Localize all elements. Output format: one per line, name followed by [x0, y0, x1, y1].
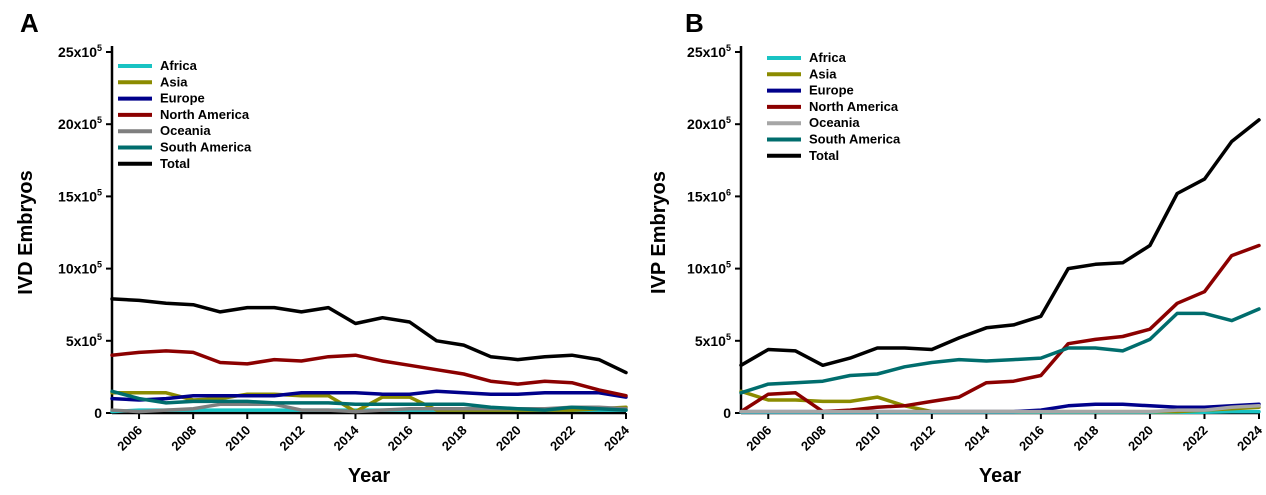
- y-tick-label: 5x105: [695, 332, 731, 349]
- x-tick-label: 2008: [798, 423, 829, 454]
- x-tick-label: 2010: [222, 423, 253, 454]
- y-tick-label: 10x105: [58, 260, 102, 277]
- x-tick-label: 2020: [1125, 423, 1156, 454]
- chart-panel-a: A 0 5x105 10x105 15x105 20x105 25x105 2006 2008 2…: [0, 0, 633, 490]
- y-axis-title-b: IVP Embryos: [648, 171, 670, 294]
- series-line-north-america: [739, 243, 1261, 414]
- series-line-europe: [110, 389, 628, 402]
- legend-label-south-america: South America: [809, 132, 901, 147]
- x-tick-label: 2012: [276, 423, 307, 454]
- series-line-total: [739, 118, 1261, 368]
- series-line-north-america: [110, 349, 628, 398]
- x-tick-label: 2020: [493, 423, 524, 454]
- legend-label-asia: Asia: [809, 66, 837, 81]
- x-tick-label: 2018: [439, 423, 470, 454]
- y-tick-label: 15x106: [687, 187, 731, 204]
- legend-label-europe: Europe: [809, 83, 854, 98]
- legend-label-oceania: Oceania: [809, 115, 860, 130]
- series-line-south-america: [739, 307, 1261, 395]
- legend-label-total: Total: [160, 156, 190, 171]
- x-tick-label: 2018: [1070, 423, 1101, 454]
- legend-label-africa: Africa: [809, 50, 847, 65]
- x-axis-title-b: Year: [979, 465, 1021, 487]
- legend-label-north-america: North America: [809, 99, 899, 114]
- chart-panel-b: B 0 5x105 10x105 15x106 20x105 25x105 2006 2008 2…: [633, 0, 1266, 490]
- y-tick-label: 20x105: [58, 115, 102, 132]
- x-tick-label: 2012: [907, 423, 938, 454]
- series-line-south-america: [110, 389, 628, 412]
- y-tick-label: 25x105: [58, 43, 102, 60]
- x-tick-label: 2016: [1016, 423, 1047, 454]
- chart-b-svg: B 0 5x105 10x105 15x106 20x105 25x105 2006 2008 2…: [648, 8, 1266, 487]
- legend-label-total: Total: [809, 148, 839, 163]
- panel-label-b: B: [685, 8, 704, 38]
- y-tick-label: 15x105: [58, 187, 102, 204]
- series-line-oceania: [739, 404, 1261, 414]
- legend-label-north-america: North America: [160, 107, 250, 122]
- x-tick-label: 2014: [331, 422, 363, 454]
- x-tick-label: 2014: [961, 422, 993, 454]
- legend-label-europe: Europe: [160, 91, 205, 106]
- x-tick-label: 2024: [601, 422, 633, 454]
- chart-a-svg: A 0 5x105 10x105 15x105 20x105 25x105 2006 2008 2…: [15, 8, 633, 487]
- series-line-total: [110, 297, 628, 375]
- y-tick-label: 20x105: [687, 115, 731, 132]
- x-tick-label: 2016: [385, 423, 416, 454]
- y-axis-title-a: IVD Embryos: [15, 170, 37, 294]
- legend-label-asia: Asia: [160, 74, 188, 89]
- x-tick-label: 2010: [852, 423, 883, 454]
- legend-label-africa: Africa: [160, 58, 198, 73]
- x-tick-label: 2022: [1180, 423, 1211, 454]
- x-tick-label: 2008: [168, 423, 199, 454]
- x-tick-label: 2022: [547, 423, 578, 454]
- panel-label-a: A: [20, 8, 39, 38]
- y-tick-label: 5x105: [66, 332, 102, 349]
- x-tick-label: 2006: [743, 423, 774, 454]
- legend-label-oceania: Oceania: [160, 123, 211, 138]
- y-tick-label: 0: [94, 405, 102, 421]
- x-axis-title-a: Year: [348, 465, 390, 487]
- y-tick-label: 10x105: [687, 260, 731, 277]
- legend-label-south-america: South America: [160, 140, 252, 155]
- x-tick-label: 2024: [1234, 422, 1266, 454]
- y-tick-label: 25x105: [687, 43, 731, 60]
- x-tick-label: 2006: [114, 423, 145, 454]
- y-tick-label: 0: [723, 405, 731, 421]
